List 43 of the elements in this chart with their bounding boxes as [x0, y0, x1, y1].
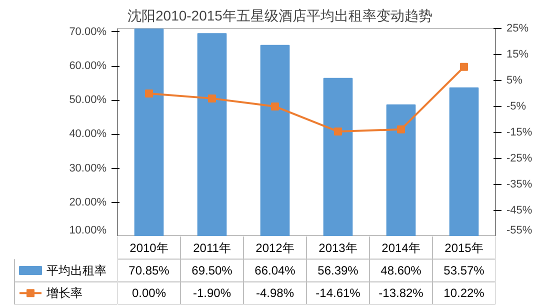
- y2-tick-label: -35%: [506, 178, 532, 190]
- chart-title: 沈阳2010-2015年五星级酒店平均出租率变动趋势: [128, 8, 432, 24]
- data-label: -1.90%: [192, 286, 232, 300]
- point: [271, 102, 279, 110]
- y-tick-label: 30.00%: [69, 162, 107, 174]
- x-tick-label: 2013年: [318, 240, 358, 255]
- data-label: 66.04%: [254, 264, 296, 278]
- data-label: -13.82%: [378, 286, 424, 300]
- x-tick-label: 2015年: [444, 240, 484, 255]
- point: [145, 90, 153, 98]
- data-label: 56.39%: [318, 264, 359, 278]
- y-tick-label: 40.00%: [69, 128, 107, 140]
- y-tick-label: 10.00%: [69, 224, 107, 236]
- data-label: 0.00%: [132, 286, 166, 300]
- x-tick-label: 2010年: [130, 240, 168, 255]
- data-label: -4.98%: [256, 286, 294, 300]
- data-label: 70.85%: [128, 264, 170, 278]
- y2-tick-label: 5%: [506, 74, 523, 86]
- y2-tick-label: -15%: [506, 126, 532, 138]
- y-tick-label: 70.00%: [69, 26, 107, 38]
- data-label: -14.61%: [316, 286, 361, 300]
- point: [208, 94, 216, 102]
- point: [397, 125, 405, 134]
- y2-tick-label: 15%: [506, 48, 529, 60]
- data-label: 53.57%: [444, 264, 485, 278]
- x-tick-label: 2012年: [256, 240, 294, 255]
- y-tick-label: 60.00%: [69, 60, 107, 72]
- data-label: 10.22%: [444, 286, 485, 300]
- y2-tick-label: -45%: [506, 204, 532, 216]
- point: [334, 127, 342, 136]
- y2-tick-label: -5%: [506, 100, 526, 112]
- y-tick-label: 20.00%: [69, 196, 107, 208]
- legend-label: 增长率: [46, 286, 82, 300]
- x-tick-label: 2014年: [382, 240, 420, 255]
- x-tick-label: 2011年: [193, 240, 231, 255]
- y2-tick-label: -55%: [506, 224, 532, 236]
- legend-label: 平均出租率: [46, 264, 106, 278]
- y2-tick-label: 25%: [506, 22, 529, 34]
- y2-tick-label: -25%: [506, 152, 532, 164]
- point: [460, 62, 468, 71]
- y-tick-label: 50.00%: [69, 94, 107, 106]
- data-label: 48.60%: [380, 264, 422, 278]
- data-label: 69.50%: [192, 264, 233, 278]
